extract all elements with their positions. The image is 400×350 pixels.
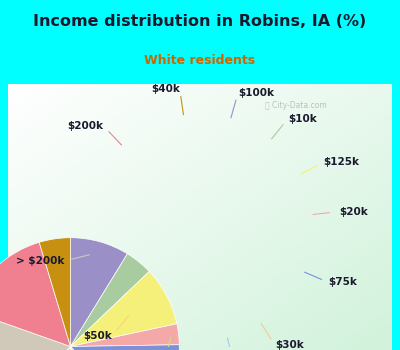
Text: White residents: White residents [144,54,256,66]
Text: $10k: $10k [288,114,317,124]
Wedge shape [70,238,128,346]
Wedge shape [8,346,81,350]
Wedge shape [0,346,70,350]
Wedge shape [0,310,70,350]
Wedge shape [70,254,149,346]
Text: $50k: $50k [83,331,112,341]
Text: $200k: $200k [68,121,104,131]
Wedge shape [70,346,112,350]
Wedge shape [70,324,179,346]
Wedge shape [70,345,179,350]
Wedge shape [70,272,177,346]
Text: $30k: $30k [275,340,304,350]
Text: $125k: $125k [324,157,360,167]
Wedge shape [70,346,144,350]
Text: $20k: $20k [339,206,368,217]
Text: > $200k: > $200k [16,256,64,266]
Text: $100k: $100k [238,88,274,98]
Text: $40k: $40k [151,84,180,94]
Wedge shape [0,242,70,346]
Text: $75k: $75k [328,278,358,287]
Text: ⓘ City-Data.com: ⓘ City-Data.com [265,101,327,110]
Wedge shape [39,238,70,346]
Text: Income distribution in Robins, IA (%): Income distribution in Robins, IA (%) [33,14,367,29]
